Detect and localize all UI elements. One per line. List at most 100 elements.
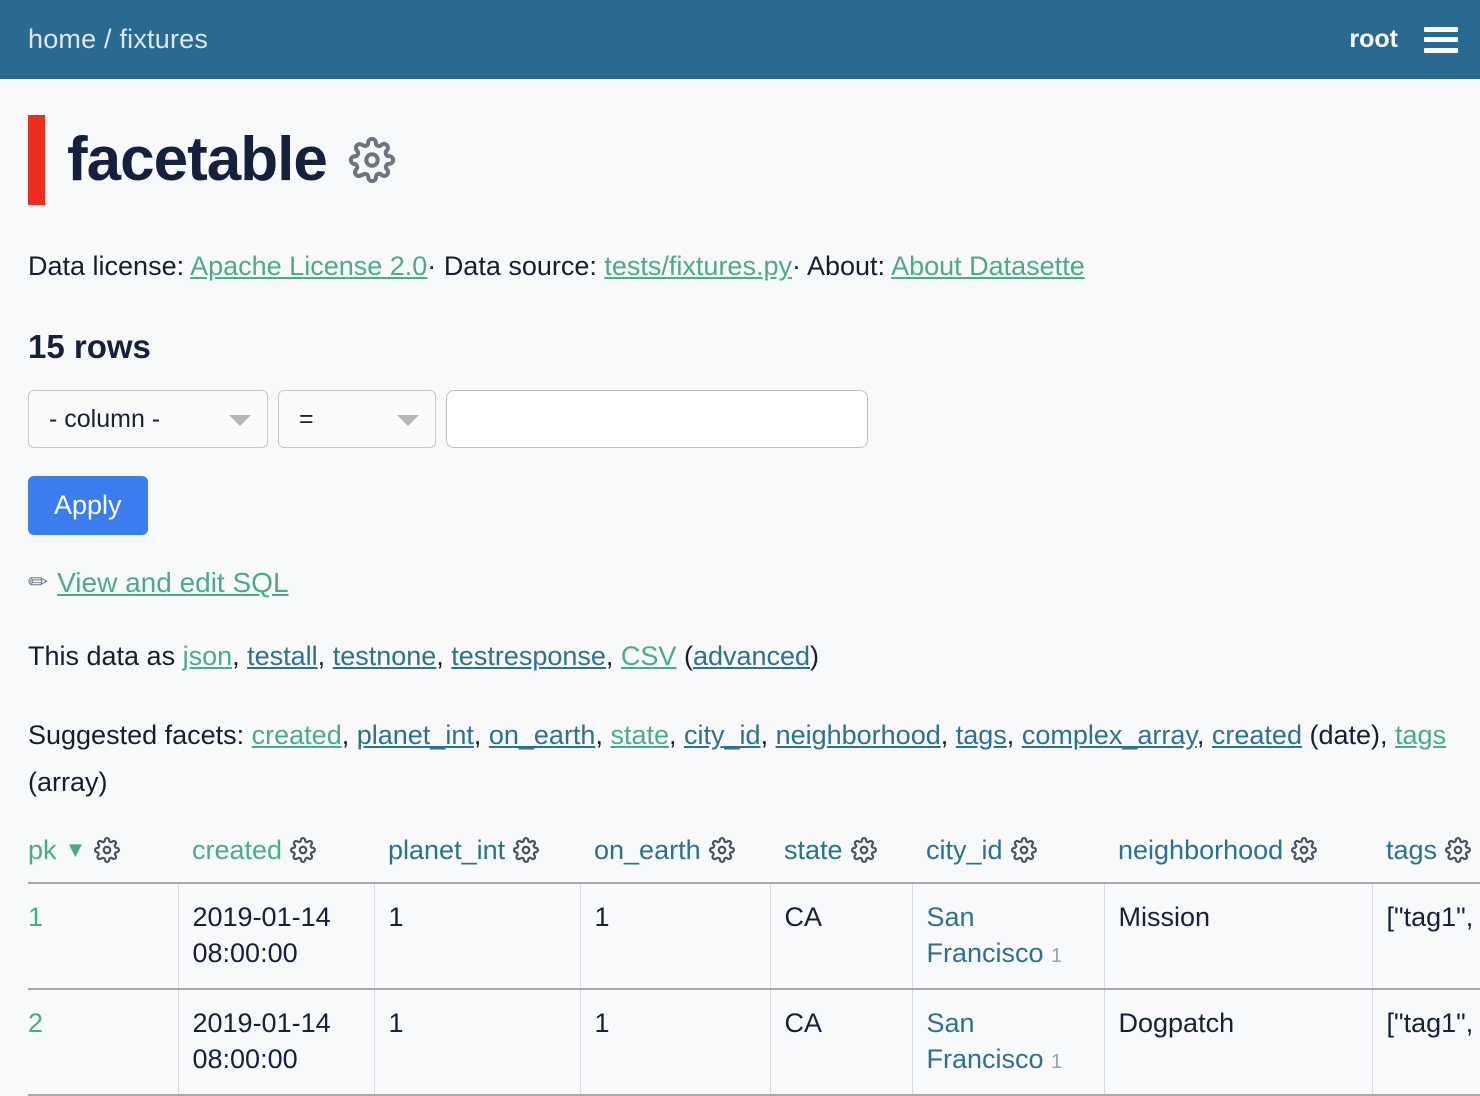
foreign-key-count: 1 xyxy=(1051,1050,1063,1073)
column-select-value: - column - xyxy=(49,404,161,433)
city-link[interactable]: San Francisco xyxy=(926,901,1044,968)
facet-link-state[interactable]: state xyxy=(610,720,670,751)
data-source-link[interactable]: tests/fixtures.py xyxy=(604,251,792,281)
source-label: Data source: xyxy=(443,251,597,281)
column-header-pk[interactable]: pk ▼ xyxy=(28,834,178,884)
pencil-icon: ✏ xyxy=(28,569,49,597)
cell-created: 2019-01-14 08:00:00 xyxy=(177,988,374,1096)
column-header-label[interactable]: created xyxy=(192,834,283,865)
export-link-advanced[interactable]: advanced xyxy=(692,641,811,672)
facet-link-neighborhood[interactable]: neighborhood xyxy=(775,720,941,751)
column-header-neighborhood[interactable]: neighborhood xyxy=(1104,834,1372,884)
city-link[interactable]: San Francisco xyxy=(926,1007,1044,1074)
column-header-label[interactable]: pk xyxy=(28,834,57,865)
export-link-testall[interactable]: testall xyxy=(247,641,318,672)
export-link-json[interactable]: json xyxy=(182,641,233,672)
suggested-facets-label: Suggested facets: xyxy=(28,720,252,751)
breadcrumb-text[interactable]: home / fixtures xyxy=(28,24,209,54)
facet-link-on-earth[interactable]: on_earth xyxy=(488,720,596,751)
cell-planet-int: 1 xyxy=(373,882,580,990)
gear-icon[interactable] xyxy=(290,837,317,864)
license-label: Data license: xyxy=(28,251,185,281)
export-prefix: This data as xyxy=(28,641,183,672)
hamburger-icon[interactable] xyxy=(1424,26,1458,53)
license-link[interactable]: Apache License 2.0 xyxy=(190,251,428,281)
top-navigation-bar: home / fixtures root xyxy=(0,0,1480,79)
column-header-created[interactable]: created xyxy=(178,834,374,884)
facet-link-city-id[interactable]: city_id xyxy=(684,720,761,751)
column-select[interactable]: - column - xyxy=(28,390,268,449)
column-header-label[interactable]: planet_int xyxy=(388,834,506,865)
facet-link-planet-int[interactable]: planet_int xyxy=(356,720,474,751)
gear-icon[interactable] xyxy=(850,837,877,864)
hamburger-bar xyxy=(1424,47,1458,53)
row-link[interactable]: 2 xyxy=(28,1007,44,1038)
export-link-csv[interactable]: CSV xyxy=(620,641,677,672)
close-paren: ) xyxy=(810,641,820,672)
table-scroll-container[interactable]: pk ▼ created xyxy=(28,834,1480,1096)
cell-city-id[interactable]: San Francisco 1 xyxy=(911,882,1104,990)
facet-link-tags-array[interactable]: tags xyxy=(1395,720,1447,751)
column-header-city-id[interactable]: city_id xyxy=(912,834,1104,884)
apply-button[interactable]: Apply xyxy=(28,476,148,536)
facet-link-created[interactable]: created xyxy=(251,720,342,751)
gear-icon[interactable] xyxy=(348,136,395,184)
page-title: facetable xyxy=(67,125,328,194)
cell-pk[interactable]: 2 xyxy=(28,988,178,1096)
column-header-tags[interactable]: tags xyxy=(1372,834,1480,884)
facet-link-tags[interactable]: tags xyxy=(955,720,1007,751)
column-header-on-earth[interactable]: on_earth xyxy=(580,834,770,884)
meta-separator: · xyxy=(427,251,437,281)
column-header-label[interactable]: neighborhood xyxy=(1118,834,1284,865)
filter-controls: - column - = xyxy=(28,390,1452,449)
meta-separator: · xyxy=(791,251,801,281)
gear-icon[interactable] xyxy=(1291,837,1318,864)
cell-on-earth: 1 xyxy=(579,988,770,1096)
cell-tags: ["tag1", "tag3"] xyxy=(1371,988,1480,1096)
foreign-key-count: 1 xyxy=(1051,944,1063,967)
gear-icon[interactable] xyxy=(1445,837,1472,864)
row-link[interactable]: 1 xyxy=(28,901,44,932)
facet-link-complex-array[interactable]: complex_array xyxy=(1021,720,1197,751)
gear-icon[interactable] xyxy=(513,837,540,864)
gear-icon[interactable] xyxy=(708,837,735,864)
operator-select[interactable]: = xyxy=(278,390,436,449)
cell-created: 2019-01-14 08:00:00 xyxy=(177,882,374,990)
user-label[interactable]: root xyxy=(1349,25,1398,53)
breadcrumb[interactable]: home / fixtures xyxy=(28,24,208,55)
cell-pk[interactable]: 1 xyxy=(28,882,178,990)
column-header-label[interactable]: on_earth xyxy=(594,834,701,865)
open-paren: ( xyxy=(676,641,693,672)
hamburger-bar xyxy=(1424,37,1458,42)
export-formats-line: This data as json, testall, testnone, te… xyxy=(28,641,820,672)
gear-icon[interactable] xyxy=(1010,837,1037,864)
about-link[interactable]: About Datasette xyxy=(891,251,1085,281)
column-header-state[interactable]: state xyxy=(770,834,912,884)
topbar-right-group: root xyxy=(1349,25,1458,54)
export-link-testnone[interactable]: testnone xyxy=(332,641,437,672)
cell-city-id[interactable]: San Francisco 1 xyxy=(911,988,1104,1096)
column-header-planet-int[interactable]: planet_int xyxy=(374,834,580,884)
export-link-testresponse[interactable]: testresponse xyxy=(451,641,606,672)
column-header-label[interactable]: tags xyxy=(1386,834,1438,865)
metadata-line: Data license: Apache License 2.0· Data s… xyxy=(28,249,1452,284)
cell-tags: ["tag1", "tag2"] xyxy=(1371,882,1480,990)
facet-suffix-array: (array) xyxy=(28,766,108,797)
filter-value-input[interactable] xyxy=(446,390,868,449)
about-label: About: xyxy=(807,251,886,281)
cell-neighborhood: Mission xyxy=(1103,882,1372,990)
column-header-label[interactable]: city_id xyxy=(926,834,1003,865)
column-header-label[interactable]: state xyxy=(784,834,843,865)
hamburger-bar xyxy=(1424,26,1458,32)
row-count-heading: 15 rows xyxy=(28,328,151,366)
page-body: facetable Data license: Apache License 2… xyxy=(0,115,1480,1096)
sort-descending-icon[interactable]: ▼ xyxy=(64,837,87,863)
gear-icon[interactable] xyxy=(94,837,121,864)
chevron-down-icon xyxy=(229,415,251,427)
view-and-edit-sql-link[interactable]: View and edit SQL xyxy=(57,567,289,599)
page-title-row: facetable xyxy=(28,115,1452,205)
table-row: 2 2019-01-14 08:00:00 1 1 CA San Francis… xyxy=(28,988,1480,1096)
data-table: pk ▼ created xyxy=(28,834,1480,1096)
facet-link-created-date[interactable]: created xyxy=(1211,720,1302,751)
cell-neighborhood: Dogpatch xyxy=(1103,988,1372,1096)
